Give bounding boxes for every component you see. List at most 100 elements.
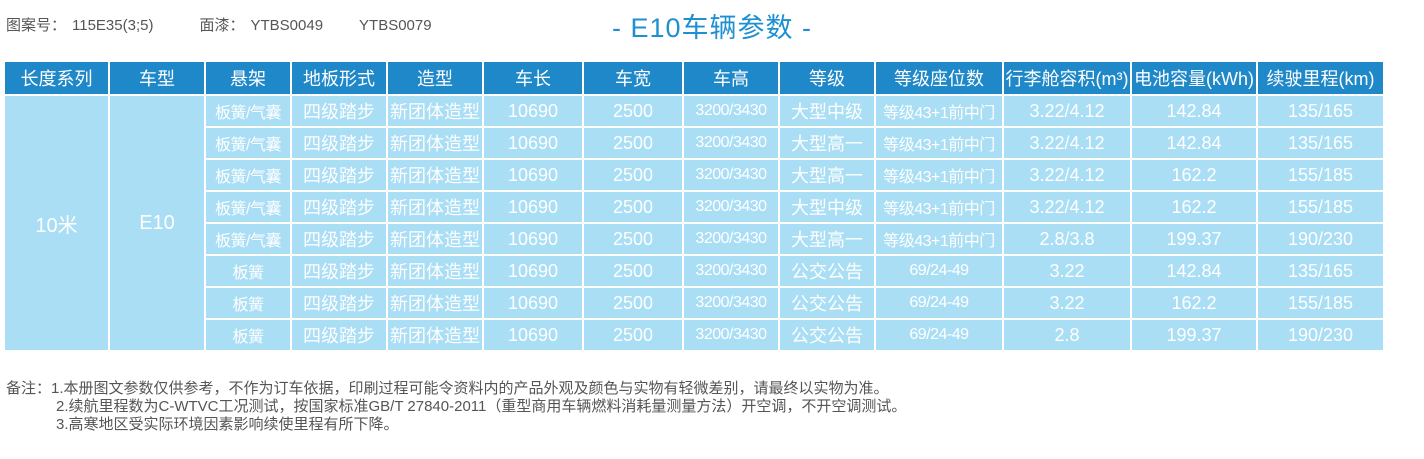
table-cell: 10690 bbox=[483, 287, 584, 320]
table-cell: 大型高一 bbox=[779, 127, 876, 160]
table-cell: 135/165 bbox=[1257, 127, 1383, 160]
table-cell: 3200/3430 bbox=[683, 191, 780, 224]
column-header: 续驶里程(km) bbox=[1257, 62, 1383, 96]
table-cell: 199.37 bbox=[1131, 223, 1258, 256]
table-cell: 等级43+1前中门 bbox=[875, 223, 1004, 256]
table-cell: 四级踏步 bbox=[291, 319, 388, 352]
table-cell: 69/24-49 bbox=[875, 287, 1004, 320]
column-header: 长度系列 bbox=[5, 62, 110, 96]
table-header-row: 长度系列 车型 悬架 地板形式 造型 车长 车宽 车高 等级 等级座位数 行李舱容积(m³) 电池容量… bbox=[5, 62, 1383, 96]
note-line-2: 2.续航里程数为C-WTVC工况测试，按国家标准GB/T 27840-2011（… bbox=[6, 398, 906, 416]
table-cell: 3.22 bbox=[1003, 287, 1132, 320]
table-cell: 大型高一 bbox=[779, 223, 876, 256]
table-cell: 板簧 bbox=[205, 255, 292, 288]
table-cell: 10690 bbox=[483, 191, 584, 224]
table-cell: 大型中级 bbox=[779, 191, 876, 224]
table-cell: 3200/3430 bbox=[683, 159, 780, 192]
column-header: 车长 bbox=[483, 62, 584, 96]
table-cell: 四级踏步 bbox=[291, 287, 388, 320]
table-cell: 3200/3430 bbox=[683, 127, 780, 160]
table-cell: 3200/3430 bbox=[683, 223, 780, 256]
table-cell: 新团体造型 bbox=[387, 191, 484, 224]
table-cell: 2500 bbox=[583, 287, 684, 320]
table-cell: 2500 bbox=[583, 159, 684, 192]
table-cell: 板簧 bbox=[205, 319, 292, 352]
table-cell: 板簧 bbox=[205, 287, 292, 320]
table-cell: 10690 bbox=[483, 159, 584, 192]
column-header: 等级 bbox=[779, 62, 876, 96]
table-cell: 162.2 bbox=[1131, 287, 1258, 320]
table-cell: 板簧/气囊 bbox=[205, 159, 292, 192]
table-cell: 2500 bbox=[583, 127, 684, 160]
table-cell: 新团体造型 bbox=[387, 287, 484, 320]
table-cell: 新团体造型 bbox=[387, 255, 484, 288]
table-body: 10米 E10 板簧/气囊 四级踏步 新团体造型 10690 2500 3200/3430 大型… bbox=[5, 95, 1383, 352]
table-row: 板簧 四级踏步 新团体造型 10690 2500 3200/3430 公交公告 69/24-4… bbox=[5, 319, 1383, 352]
column-header: 行李舱容积(m³) bbox=[1003, 62, 1132, 96]
table-cell: 3200/3430 bbox=[683, 255, 780, 288]
column-header: 车宽 bbox=[583, 62, 684, 96]
model-cell: E10 bbox=[109, 95, 206, 352]
note-line-1: 备注：1.本册图文参数仅供参考，不作为订车依据，印刷过程可能令资料内的产品外观及… bbox=[6, 380, 906, 398]
table-cell: 3200/3430 bbox=[683, 287, 780, 320]
table-row: 板簧 四级踏步 新团体造型 10690 2500 3200/3430 公交公告 69/24-4… bbox=[5, 255, 1383, 288]
table-cell: 2500 bbox=[583, 191, 684, 224]
pattern-value: 115E35(3;5) bbox=[72, 17, 154, 34]
table-cell: 等级43+1前中门 bbox=[875, 95, 1004, 128]
table-row: 板簧 四级踏步 新团体造型 10690 2500 3200/3430 公交公告 69/24-4… bbox=[5, 287, 1383, 320]
table-cell: 3.22 bbox=[1003, 255, 1132, 288]
table-cell: 155/185 bbox=[1257, 191, 1383, 224]
table-cell: 板簧/气囊 bbox=[205, 127, 292, 160]
table-cell: 2500 bbox=[583, 95, 684, 128]
table-cell: 新团体造型 bbox=[387, 223, 484, 256]
table-cell: 190/230 bbox=[1257, 223, 1383, 256]
table-cell: 新团体造型 bbox=[387, 127, 484, 160]
column-header: 车型 bbox=[109, 62, 206, 96]
note-line-3: 3.高寒地区受实际环境因素影响续使里程有所下降。 bbox=[6, 416, 906, 434]
column-header: 车高 bbox=[683, 62, 780, 96]
table-cell: 3.22/4.12 bbox=[1003, 191, 1132, 224]
table-row: 板簧/气囊 四级踏步 新团体造型 10690 2500 3200/3430 大型高一 等级43… bbox=[5, 127, 1383, 160]
column-header: 悬架 bbox=[205, 62, 292, 96]
table-cell: 四级踏步 bbox=[291, 191, 388, 224]
column-header: 造型 bbox=[387, 62, 484, 96]
notes: 备注：1.本册图文参数仅供参考，不作为订车依据，印刷过程可能令资料内的产品外观及… bbox=[6, 380, 906, 434]
table-row: 板簧/气囊 四级踏步 新团体造型 10690 2500 3200/3430 大型中级 等级43… bbox=[5, 191, 1383, 224]
column-header: 等级座位数 bbox=[875, 62, 1004, 96]
table-cell: 板簧/气囊 bbox=[205, 95, 292, 128]
table-cell: 3.22/4.12 bbox=[1003, 95, 1132, 128]
spec-table: 长度系列 车型 悬架 地板形式 造型 车长 车宽 车高 等级 等级座位数 行李舱容积(m³) 电池容量… bbox=[5, 62, 1383, 352]
table-cell: 10690 bbox=[483, 95, 584, 128]
note-item-1: 1.本册图文参数仅供参考，不作为订车依据，印刷过程可能令资料内的产品外观及颜色与… bbox=[51, 380, 889, 397]
table-cell: 新团体造型 bbox=[387, 319, 484, 352]
table-cell: 新团体造型 bbox=[387, 159, 484, 192]
table-cell: 155/185 bbox=[1257, 159, 1383, 192]
table-cell: 10690 bbox=[483, 319, 584, 352]
table-cell: 新团体造型 bbox=[387, 95, 484, 128]
table-cell: 四级踏步 bbox=[291, 95, 388, 128]
table-cell: 199.37 bbox=[1131, 319, 1258, 352]
page-title: - E10车辆参数 - bbox=[611, 13, 813, 43]
table-cell: 四级踏步 bbox=[291, 127, 388, 160]
table-cell: 142.84 bbox=[1131, 127, 1258, 160]
table-cell: 10690 bbox=[483, 255, 584, 288]
table-cell: 3200/3430 bbox=[683, 319, 780, 352]
table-row: 板簧/气囊 四级踏步 新团体造型 10690 2500 3200/3430 大型高一 等级43… bbox=[5, 159, 1383, 192]
table-cell: 板簧/气囊 bbox=[205, 191, 292, 224]
table-cell: 162.2 bbox=[1131, 159, 1258, 192]
table-cell: 公交公告 bbox=[779, 319, 876, 352]
table-cell: 板簧/气囊 bbox=[205, 223, 292, 256]
table-row: 板簧/气囊 四级踏步 新团体造型 10690 2500 3200/3430 大型高一 等级43… bbox=[5, 223, 1383, 256]
table-cell: 四级踏步 bbox=[291, 223, 388, 256]
table-cell: 等级43+1前中门 bbox=[875, 159, 1004, 192]
table-cell: 69/24-49 bbox=[875, 255, 1004, 288]
table-cell: 190/230 bbox=[1257, 319, 1383, 352]
table-cell: 3.22/4.12 bbox=[1003, 127, 1132, 160]
table-cell: 2.8/3.8 bbox=[1003, 223, 1132, 256]
length-series-cell: 10米 bbox=[5, 95, 110, 352]
table-cell: 公交公告 bbox=[779, 287, 876, 320]
table-cell: 3.22/4.12 bbox=[1003, 159, 1132, 192]
table-cell: 2.8 bbox=[1003, 319, 1132, 352]
table-cell: 2500 bbox=[583, 223, 684, 256]
table-cell: 等级43+1前中门 bbox=[875, 127, 1004, 160]
